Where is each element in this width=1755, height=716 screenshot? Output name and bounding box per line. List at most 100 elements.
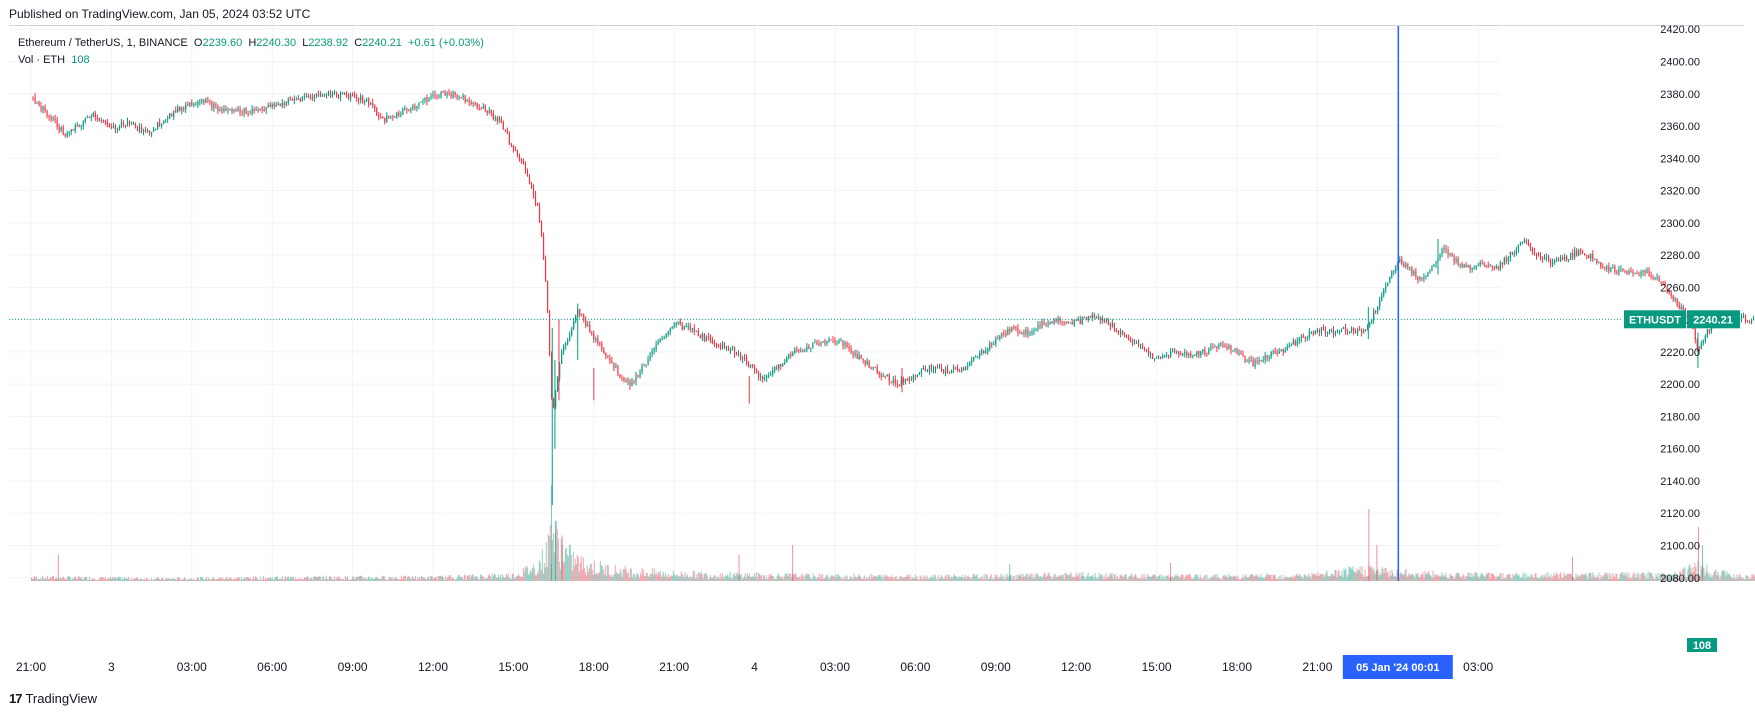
candle-body — [169, 113, 171, 119]
volume-bar — [1477, 576, 1479, 581]
candle-body — [500, 118, 502, 123]
volume-bar — [1409, 574, 1411, 581]
candle-body — [629, 380, 631, 386]
volume-bar — [164, 578, 166, 581]
volume-label[interactable]: Vol · ETH — [18, 54, 66, 66]
volume-bar — [604, 565, 606, 581]
volume-bar — [1292, 575, 1294, 581]
volume-bar — [215, 579, 217, 581]
volume-bar — [726, 574, 728, 581]
volume-bar — [185, 580, 187, 581]
volume-bar — [672, 570, 674, 581]
volume-bar — [1744, 579, 1746, 581]
volume-bar — [597, 573, 599, 581]
volume-bar — [314, 576, 316, 581]
volume-bar — [1482, 574, 1484, 581]
volume-bar — [1745, 575, 1747, 581]
volume-bar — [403, 575, 405, 581]
volume-bar — [683, 577, 685, 581]
candle-body — [82, 121, 84, 126]
candle-body — [727, 347, 730, 351]
volume-bar — [1073, 575, 1075, 581]
candle-body — [241, 113, 243, 115]
volume-bar — [345, 578, 347, 581]
volume-bar — [1707, 574, 1709, 581]
volume-bar — [971, 577, 973, 581]
volume-bar — [781, 576, 783, 581]
volume-bar — [565, 547, 567, 581]
candle-body — [561, 351, 563, 364]
candle-body — [1139, 344, 1142, 346]
candle-body — [782, 364, 784, 367]
volume-bar — [555, 520, 557, 581]
volume-bar — [1258, 577, 1260, 581]
volume-bar — [802, 576, 804, 581]
candle-body — [470, 102, 472, 104]
volume-bar — [819, 578, 821, 581]
volume-bar — [572, 551, 574, 581]
volume-bar — [787, 576, 789, 581]
volume-bar — [1600, 574, 1602, 581]
candle-body — [918, 373, 921, 375]
volume-bar — [1488, 572, 1490, 581]
candle-body — [88, 117, 90, 119]
volume-bar — [1609, 572, 1611, 581]
volume-bar — [1149, 576, 1151, 581]
volume-bar — [1505, 578, 1507, 581]
candle-body — [420, 101, 422, 103]
candle-body — [914, 375, 916, 377]
volume-bar — [886, 575, 888, 581]
candle-body — [1539, 255, 1542, 258]
volume-bar — [412, 578, 414, 581]
candle-body — [681, 324, 683, 330]
volume-bar — [116, 577, 118, 581]
volume-bar — [1061, 574, 1063, 581]
volume-bar — [1207, 579, 1209, 581]
volume-bar — [258, 579, 260, 581]
candle-body — [1704, 336, 1706, 342]
volume-bar — [66, 577, 68, 581]
volume-bar — [136, 577, 138, 581]
candle-body — [1487, 264, 1489, 267]
footer-brand[interactable]: 17 TradingView — [9, 691, 97, 706]
volume-bar — [124, 578, 126, 581]
volume-bar — [1118, 578, 1120, 581]
volume-bar — [1239, 579, 1241, 581]
last-price-tag-label: 2240.21 — [1693, 314, 1733, 326]
volume-bar — [638, 577, 640, 581]
volume-bar — [606, 564, 608, 581]
symbol-description[interactable]: Ethereum / TetherUS, 1, BINANCE — [18, 37, 188, 49]
volume-bar — [209, 579, 211, 581]
volume-bar — [771, 575, 773, 581]
volume-bar — [910, 579, 912, 581]
candle-body — [1166, 354, 1168, 356]
candle-body — [1638, 273, 1640, 275]
candle-body — [852, 352, 854, 355]
volume-bar — [1027, 578, 1029, 581]
volume-bar — [451, 577, 453, 581]
volume-bar — [1014, 579, 1016, 581]
volume-bar — [915, 578, 917, 581]
volume-bar — [1487, 572, 1489, 581]
volume-bar — [80, 577, 82, 581]
volume-bar — [169, 579, 171, 581]
volume-bar — [605, 575, 607, 581]
volume-bar — [508, 578, 510, 581]
volume-bar — [456, 577, 458, 581]
volume-bar — [741, 579, 743, 581]
volume-bar — [925, 578, 927, 581]
candle-body — [1071, 322, 1073, 325]
volume-bar — [1096, 579, 1098, 581]
time-axis-tick: 21:00 — [16, 660, 46, 674]
volume-bar — [1691, 572, 1693, 581]
candle-body — [1031, 331, 1033, 335]
volume-bar — [758, 573, 760, 581]
candle-body — [315, 93, 318, 96]
candle-body — [1606, 266, 1608, 269]
candle-body — [177, 107, 179, 113]
candle-body — [440, 92, 442, 98]
volume-bar — [1564, 574, 1566, 581]
volume-bar — [814, 575, 816, 581]
volume-bar — [211, 578, 213, 581]
